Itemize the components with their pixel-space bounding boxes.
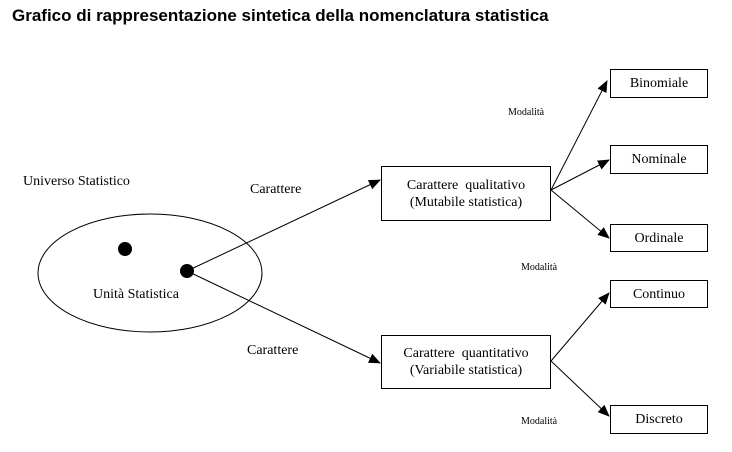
type-box-continuo: Continuo <box>610 280 708 308</box>
arrow-to-continuo <box>550 292 610 362</box>
edge-label-carattere-top: Carattere <box>250 182 302 197</box>
type-box-discreto: Discreto <box>610 405 708 434</box>
diagram-title: Grafico di rappresentazione sintetica de… <box>12 6 549 25</box>
edge-label-modalita-2: Modalità <box>521 262 558 273</box>
arrow-to-quantitative <box>186 270 381 364</box>
edge-label-modalita-1: Modalità <box>508 107 545 118</box>
qualitative-title: Carattere qualitativo <box>406 177 526 193</box>
quantitative-box: Carattere quantitativo (Variabile statis… <box>381 335 551 389</box>
edge-label-carattere-bottom: Carattere <box>247 343 299 358</box>
universe-label: Universo Statistico <box>23 174 130 189</box>
arrow-to-binomiale <box>550 80 608 191</box>
qualitative-subtitle: (Mutabile statistica) <box>409 194 523 210</box>
arrow-to-ordinale <box>550 189 610 239</box>
unit-dot-1 <box>118 242 132 256</box>
arrow-to-qualitative <box>186 179 381 272</box>
qualitative-box: Carattere qualitativo (Mutabile statisti… <box>381 166 551 221</box>
type-box-nominale: Nominale <box>610 145 708 174</box>
quantitative-subtitle: (Variabile statistica) <box>409 363 523 378</box>
universe-ellipse <box>37 213 263 333</box>
arrow-to-discreto <box>550 360 610 417</box>
arrow-to-nominale <box>550 159 610 191</box>
type-box-ordinale: Ordinale <box>610 224 708 252</box>
unit-label: Unità Statistica <box>93 287 179 302</box>
edge-label-modalita-3: Modalità <box>521 416 558 427</box>
type-box-binomiale: Binomiale <box>610 69 708 98</box>
quantitative-title: Carattere quantitativo <box>403 346 529 361</box>
